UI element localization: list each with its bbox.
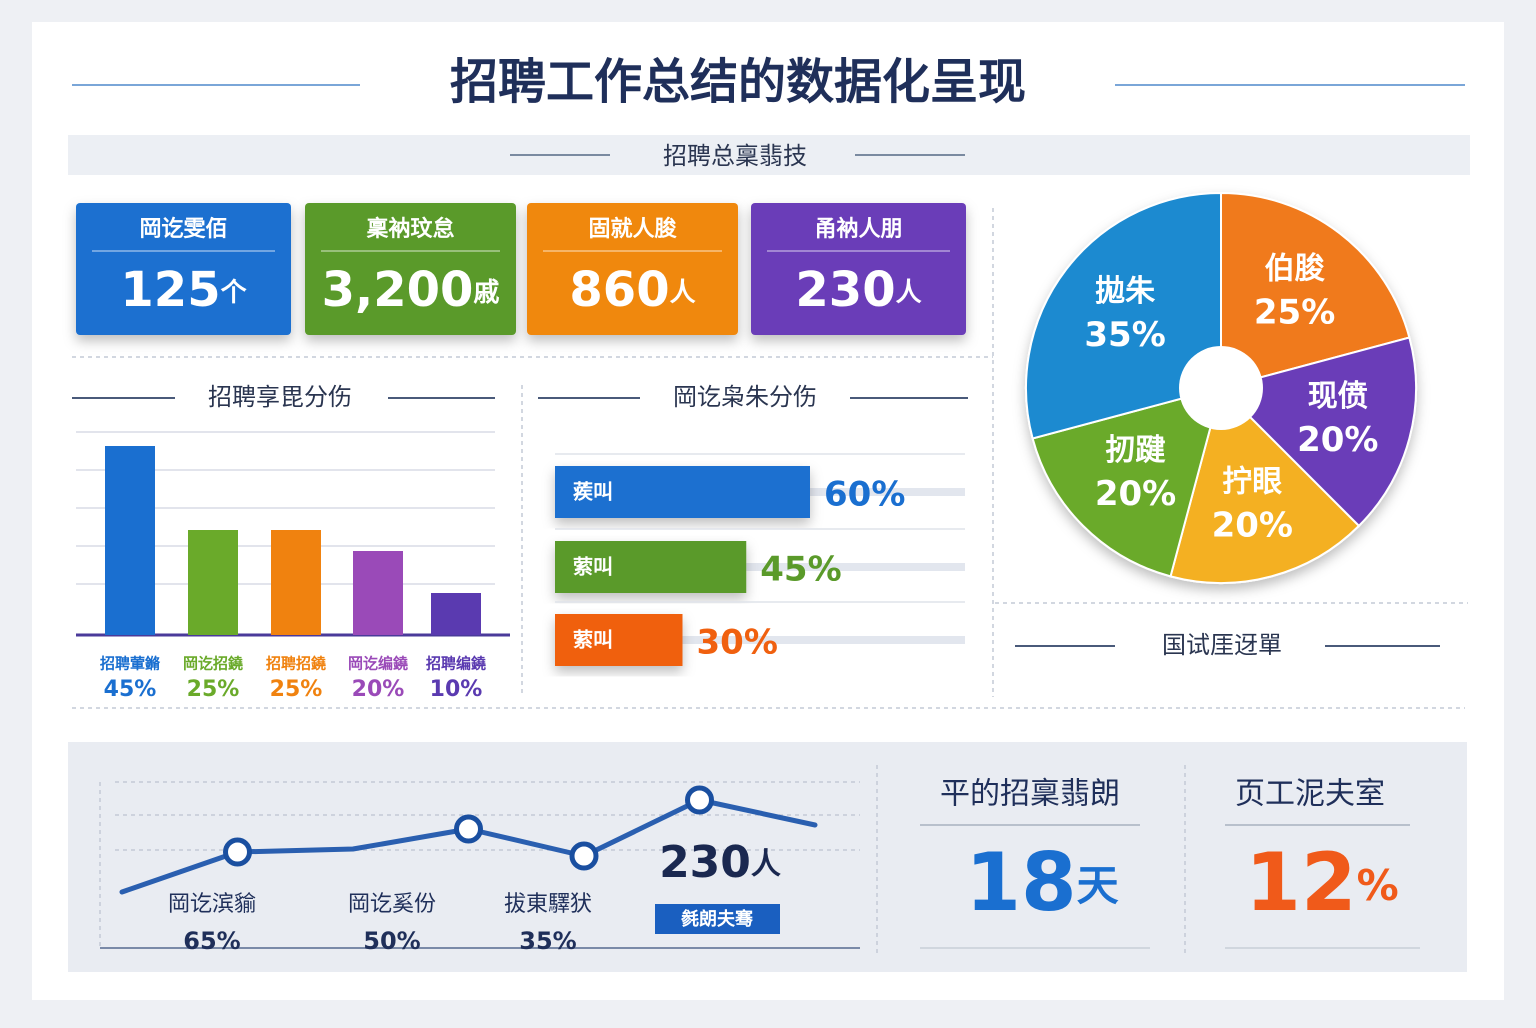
kpi-value: 860 [569, 262, 669, 318]
pie-hole [1179, 346, 1263, 430]
annotation-value: 65% [183, 927, 240, 955]
kpi-card [527, 203, 738, 335]
title: 招聘工作总结的数据化呈现 [450, 54, 1026, 110]
kpi-label: 固就人朘 [588, 216, 677, 242]
slice-value: 25% [1254, 293, 1335, 333]
kpi-label: 岡讫雯佰 [139, 216, 227, 242]
separators [72, 208, 1468, 709]
x-tick-label: 招聘编鐃 [426, 655, 486, 673]
section-rules [72, 397, 1440, 647]
highlight-unit: 人 [751, 847, 781, 882]
kpi: 230人 [795, 262, 921, 318]
kpi-card [305, 203, 516, 335]
highlight-value: 230 [659, 837, 751, 888]
bar [105, 446, 155, 635]
value-label: 30% [697, 623, 778, 663]
value-label: 25% [187, 677, 240, 702]
value-label: 60% [824, 475, 905, 515]
pie-slice [1220, 191, 1411, 390]
marker [223, 837, 252, 867]
kpi-unit: 戚 [473, 278, 499, 308]
stat-label: 页工泥夫室 [1235, 777, 1385, 812]
slice-value: 35% [1084, 315, 1165, 355]
stat-label: 平的招稟翡朗 [940, 777, 1120, 812]
bar [431, 593, 481, 635]
pie-slice [1219, 336, 1417, 528]
value-label: 45% [104, 677, 157, 702]
bar [353, 551, 403, 635]
slice-label: 拋朱 [1095, 274, 1156, 309]
pie-slice [1169, 386, 1361, 584]
marker [685, 785, 714, 815]
section-title: 国试厓迓單 [1162, 631, 1282, 659]
slice-value: 20% [1297, 420, 1378, 460]
stat-value: 18 [965, 836, 1076, 929]
kpi-value: 230 [795, 262, 895, 318]
badge-text: 毵朗夫骞 [680, 908, 754, 930]
kpi-value: 3,200 [322, 262, 474, 318]
slice-value: 20% [1212, 505, 1293, 545]
annotation-label: 拔東驛犾 [504, 892, 592, 917]
stat-value: 12 [1245, 836, 1356, 929]
slice-label: 扨踺 [1106, 433, 1166, 468]
stat-unit: 天 [1077, 861, 1119, 910]
slice-label: 拧眼 [1222, 464, 1282, 499]
section-title: 招聘享毘分伤 [208, 383, 352, 411]
annotation-label: 岡讫奚份 [348, 892, 436, 917]
badge [655, 904, 780, 934]
value-label: 10% [430, 677, 483, 702]
kpi: 125个 [120, 262, 247, 318]
marker [569, 841, 599, 871]
highlight: 230人 [659, 837, 781, 888]
x-tick-label: 招聘招鐃 [266, 655, 326, 673]
hbar [555, 466, 810, 518]
kpi-card [751, 203, 966, 335]
stat-unit: % [1357, 861, 1399, 910]
y-tick-label: 萦叫 [573, 555, 613, 579]
kpi: 3,200戚 [322, 262, 500, 318]
x-tick-label: 招聘葷鏅 [100, 655, 161, 673]
value-label: 45% [760, 550, 841, 590]
value-label: 20% [352, 677, 405, 702]
kpi-unit: 人 [896, 278, 922, 308]
bar [271, 530, 321, 635]
kpi-value: 125 [120, 262, 220, 318]
bar [188, 530, 238, 635]
kpi-unit: 个 [221, 278, 248, 308]
pie [1025, 191, 1417, 584]
annotation-value: 50% [363, 927, 420, 955]
marker [454, 814, 483, 844]
hbar [555, 541, 747, 593]
pie-slice [1025, 191, 1222, 440]
subtitle-band [68, 135, 1470, 175]
kpi-label: 甬衲人朋 [814, 216, 902, 242]
kpi: 860人 [569, 262, 695, 318]
kpi-unit: 人 [670, 278, 696, 308]
y-tick-label: 蒺叫 [573, 480, 613, 504]
kpi-card [76, 203, 291, 335]
kpi-label: 稟衲玟怠 [366, 216, 454, 242]
subtitle: 招聘总稟翡技 [663, 142, 807, 170]
slice-label: 现偾 [1308, 379, 1368, 414]
y-tick-label: 萦叫 [573, 628, 613, 652]
stat: 12% [1245, 836, 1398, 929]
section-title: 岡讫枭朱分伤 [673, 383, 817, 411]
annotation-label: 岡讫滨貐 [168, 892, 256, 917]
line-grid [99, 765, 1186, 955]
x-tick-label: 岡讫招鐃 [183, 655, 243, 673]
value-label: 25% [270, 677, 323, 702]
hbar [555, 614, 683, 666]
slice-value: 20% [1095, 474, 1176, 514]
slice-label: 伯朘 [1265, 252, 1326, 287]
x-tick-label: 岡讫编鐃 [348, 655, 408, 673]
pie-slice [1031, 386, 1223, 578]
stat: 18天 [965, 836, 1118, 929]
annotation-value: 35% [519, 927, 576, 955]
